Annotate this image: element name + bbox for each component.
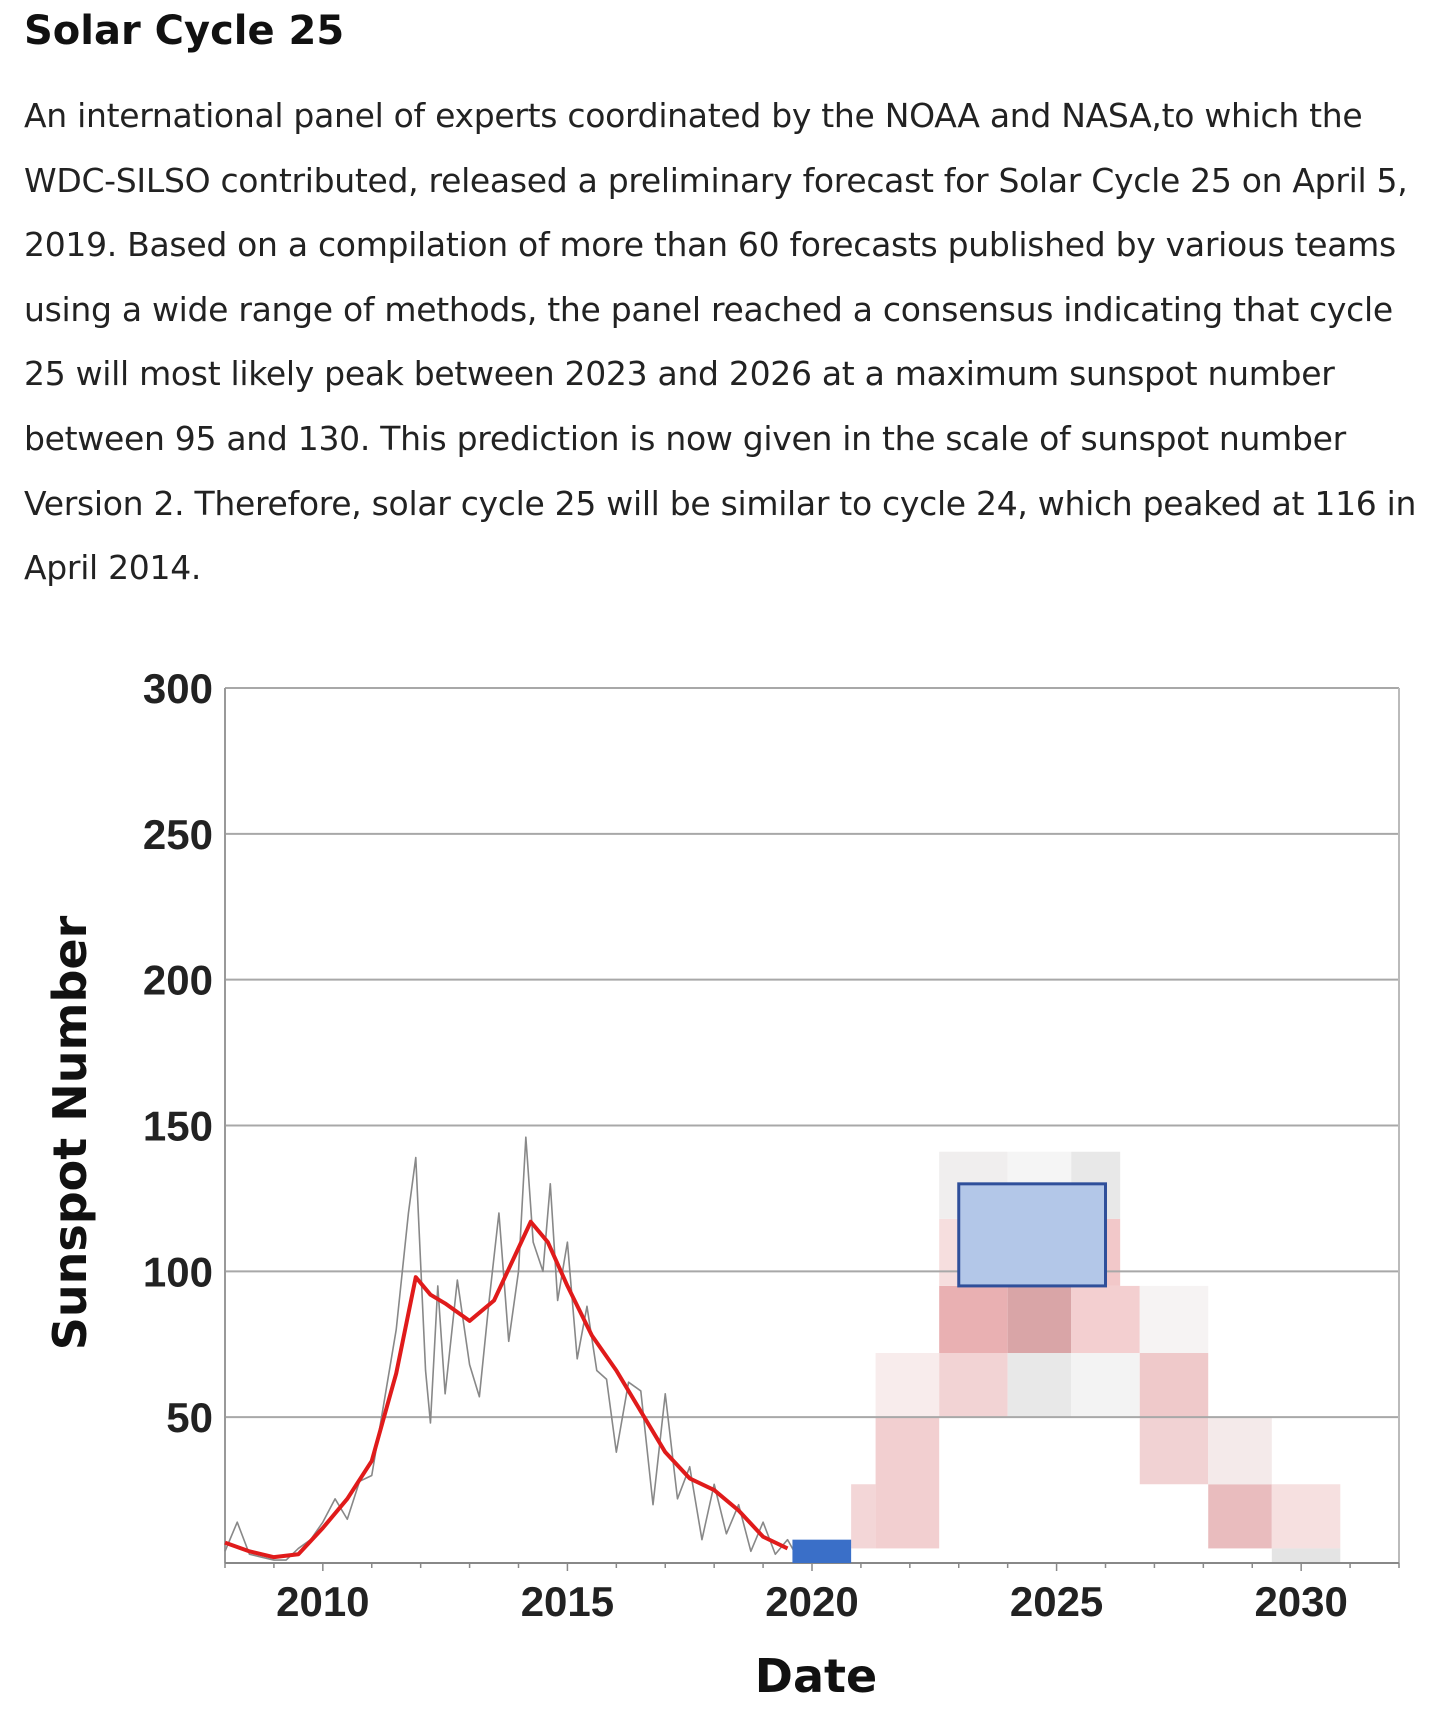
x-tick-label: 2030 [1254, 1578, 1347, 1625]
y-tick-label: 150 [143, 1103, 213, 1150]
forecast-density-cell [1139, 1285, 1209, 1353]
gridlines [224, 687, 1400, 1571]
x-tick-label: 2015 [521, 1578, 614, 1625]
forecast-density-cell [875, 1353, 940, 1418]
forecast-density-cell [851, 1484, 876, 1549]
x-axis-label: Date [755, 1649, 877, 1703]
forecast-density-cell [939, 1353, 1008, 1418]
page-title: Solar Cycle 25 [24, 8, 345, 54]
y-tick-label: 200 [143, 957, 213, 1004]
x-tick-label: 2025 [1010, 1578, 1103, 1625]
y-tick-label: 100 [143, 1248, 213, 1295]
forecast-density-cell [1271, 1548, 1341, 1563]
article-paragraph: An international panel of experts coordi… [24, 96, 1417, 588]
forecast-density-cell [939, 1285, 1008, 1353]
forecast-density-cell [1208, 1417, 1272, 1485]
series-layer [224, 1136, 799, 1561]
forecast-density-cell [1139, 1353, 1209, 1418]
forecast-density-cell [1071, 1285, 1140, 1353]
x-tick-label: 2010 [276, 1578, 369, 1625]
forecast-density-cell [1271, 1484, 1341, 1549]
forecast-density-cell [1139, 1417, 1209, 1485]
y-tick-label: 250 [143, 811, 213, 858]
current-minimum-marker [792, 1539, 852, 1563]
prediction-box [957, 1182, 1107, 1288]
forecast-density-cell [875, 1417, 940, 1549]
monthly-sunspot-line [224, 1136, 799, 1561]
y-tick-label: 300 [143, 665, 213, 712]
forecast-density-cell [1007, 1353, 1072, 1418]
smoothed-sunspot-line [224, 1219, 789, 1560]
markers-layer [792, 1182, 1107, 1563]
y-tick-label: 50 [166, 1394, 213, 1441]
y-axis-label: Sunspot Number [43, 915, 97, 1350]
forecast-density-cell [1208, 1484, 1272, 1549]
forecast-density-cell [1071, 1353, 1140, 1418]
x-tick-label: 2020 [765, 1578, 858, 1625]
tick-labels: 50 100 150 200 250 300 2010 2015 2020 2025 2030 [143, 665, 1348, 1625]
forecast-density-cell [1007, 1285, 1072, 1353]
